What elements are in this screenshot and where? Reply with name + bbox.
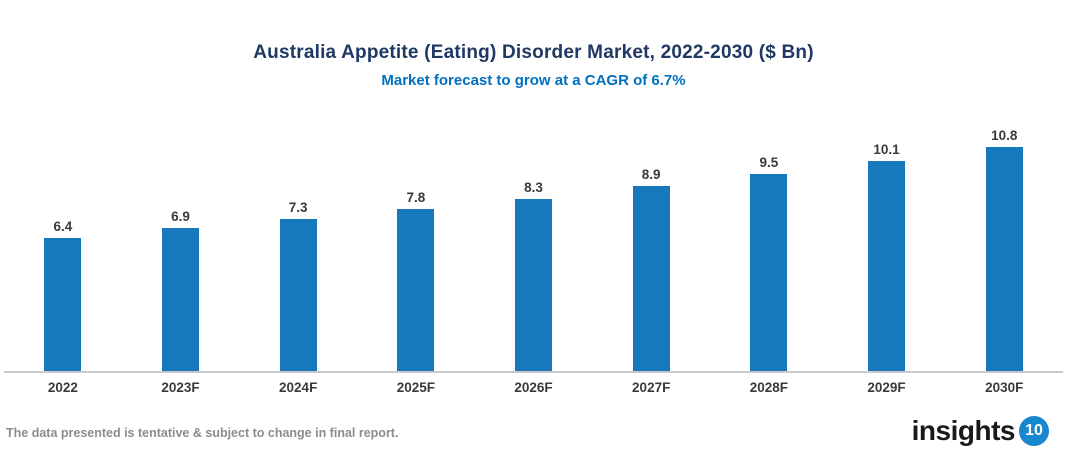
chart-footer: The data presented is tentative & subjec… bbox=[0, 416, 1067, 446]
bar-value-label: 8.3 bbox=[524, 180, 543, 195]
bar-value-label: 6.9 bbox=[171, 209, 190, 224]
disclaimer-text: The data presented is tentative & subjec… bbox=[6, 426, 399, 440]
x-tick-label: 2030F bbox=[985, 380, 1024, 395]
bar-group: 7.3 bbox=[239, 126, 357, 371]
chart-header: Australia Appetite (Eating) Disorder Mar… bbox=[0, 0, 1067, 90]
x-tick-label: 2029F bbox=[867, 380, 906, 395]
logo-badge-10: 10 bbox=[1019, 416, 1049, 446]
x-tick-label: 2025F bbox=[396, 380, 435, 395]
x-tick-label: 2022 bbox=[47, 380, 78, 395]
bar bbox=[868, 161, 906, 371]
bar bbox=[279, 219, 317, 371]
bar-group: 8.3 bbox=[475, 126, 593, 371]
logo-wordmark: insights bbox=[911, 415, 1016, 446]
plot-area: 6.4 6.9 7.3 7.8 8.3 8.9 9.5 10.1 10.8 bbox=[4, 126, 1063, 373]
bar-value-label: 7.3 bbox=[288, 200, 308, 215]
x-tick-label: 2028F bbox=[749, 380, 788, 395]
x-tick-label: 2024F bbox=[279, 380, 318, 395]
bar-value-label: 10.8 bbox=[991, 128, 1018, 143]
bar bbox=[515, 199, 553, 371]
bar-group: 8.9 bbox=[592, 126, 710, 371]
x-tick-label: 2027F bbox=[632, 380, 671, 395]
bar-group: 10.1 bbox=[828, 126, 946, 371]
x-tick-label: 2026F bbox=[514, 380, 553, 395]
chart-subtitle: Market forecast to grow at a CAGR of 6.7… bbox=[381, 72, 686, 89]
bar-value-label: 6.4 bbox=[53, 219, 73, 234]
bar-group: 10.8 bbox=[945, 126, 1063, 371]
bar bbox=[750, 174, 788, 371]
bar-value-label: 10.1 bbox=[873, 142, 900, 157]
x-axis: 2022 2023F 2024F 2025F 2026F 2027F 2028F 2029F 2… bbox=[4, 373, 1063, 395]
bar-group: 9.5 bbox=[710, 126, 828, 371]
bar-group: 6.4 bbox=[4, 126, 122, 371]
bar-value-label: 9.5 bbox=[759, 155, 779, 170]
bar bbox=[44, 238, 82, 371]
x-tick-label: 2023F bbox=[161, 380, 200, 395]
bar-value-label: 8.9 bbox=[641, 167, 661, 182]
bar bbox=[985, 147, 1023, 371]
bar-group: 6.9 bbox=[122, 126, 240, 371]
chart-title: Australia Appetite (Eating) Disorder Mar… bbox=[253, 42, 814, 63]
bar bbox=[632, 186, 670, 371]
insights10-logo: insights 10 bbox=[912, 416, 1049, 446]
bar bbox=[162, 228, 199, 371]
bar bbox=[397, 209, 435, 371]
bar-group: 7.8 bbox=[357, 126, 475, 371]
bar-value-label: 7.8 bbox=[406, 190, 426, 205]
bar-chart: 6.4 6.9 7.3 7.8 8.3 8.9 9.5 10.1 10.8 2022 2023F 2… bbox=[4, 126, 1063, 395]
